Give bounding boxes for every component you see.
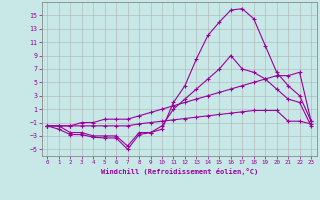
X-axis label: Windchill (Refroidissement éolien,°C): Windchill (Refroidissement éolien,°C) bbox=[100, 168, 258, 175]
